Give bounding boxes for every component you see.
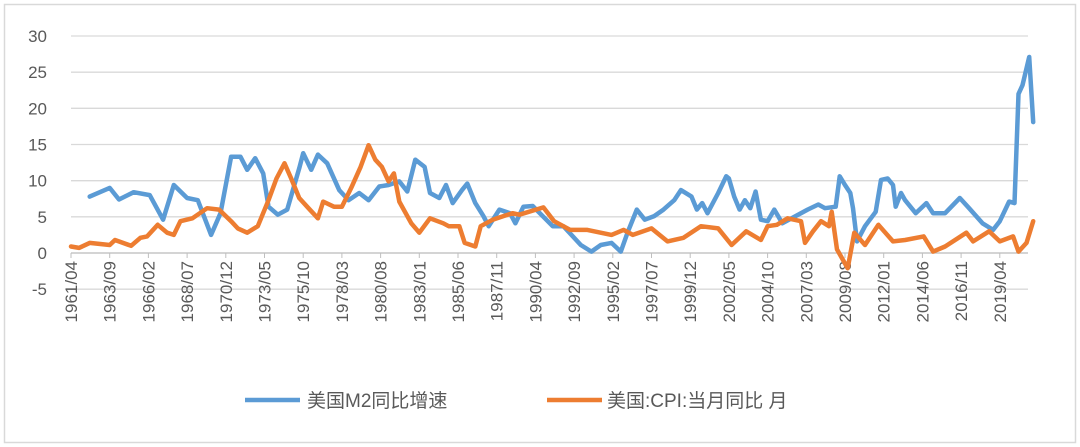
x-tick-label: 1990/04 [526,261,545,322]
x-tick-label: 1966/02 [139,261,158,322]
x-tick-label: 2009/08 [836,261,855,322]
x-tick-label: 2012/01 [875,261,894,322]
y-tick-label: 5 [38,208,47,227]
y-tick-label: -5 [32,280,47,299]
x-tick-label: 2007/03 [797,261,816,322]
chart-border [3,3,1077,444]
x-tick-label: 1973/05 [256,261,275,322]
x-tick-label: 2019/04 [991,261,1010,322]
x-tick-label: 1961/04 [62,261,81,322]
x-tick-label: 1983/01 [410,261,429,322]
x-tick-label: 1968/07 [178,261,197,322]
y-tick-label: 25 [28,63,47,82]
x-tick-label: 2004/10 [759,261,778,322]
y-tick-label: 20 [28,99,47,118]
x-tick-label: 1995/02 [604,261,623,322]
x-tick-label: 1978/03 [333,261,352,322]
series-line-cpi [68,142,1036,271]
legend-label: 美国:CPI:当月同比 月 [607,390,788,412]
x-tick-label: 1997/07 [643,261,662,322]
x-tick-label: 2014/06 [913,261,932,322]
x-tick-label: 2016/11 [952,261,971,321]
x-tick-label: 1985/06 [449,261,468,322]
x-tick-label: 1970/12 [217,261,236,322]
x-tick-label: 2002/05 [720,261,739,322]
y-tick-label: 15 [28,136,47,155]
x-tick-label: 1980/08 [372,261,391,322]
x-tick-label: 1963/09 [101,261,120,322]
y-tick-label: 30 [28,27,47,46]
x-tick-label: 1987/11 [488,261,507,321]
y-tick-label: 10 [28,172,47,191]
legend-label: 美国M2同比增速 [307,390,447,412]
x-tick-label: 1999/12 [681,261,700,322]
x-tick-label: 1975/10 [294,261,313,322]
x-tick-label: 1992/09 [565,261,584,322]
y-tick-label: 0 [38,244,47,263]
